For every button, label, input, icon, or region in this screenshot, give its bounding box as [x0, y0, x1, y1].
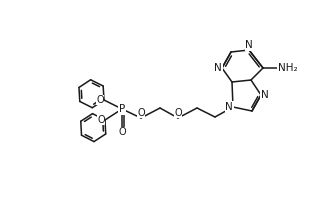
Text: N: N [261, 90, 269, 100]
Text: N: N [245, 40, 253, 50]
Text: N: N [225, 102, 233, 112]
Text: P: P [119, 104, 125, 114]
Text: N: N [214, 63, 222, 73]
Text: NH₂: NH₂ [278, 63, 298, 73]
Text: O: O [97, 115, 105, 125]
Text: O: O [96, 95, 104, 105]
Text: O: O [118, 127, 126, 137]
Text: O: O [174, 108, 182, 118]
Text: O: O [137, 108, 145, 118]
